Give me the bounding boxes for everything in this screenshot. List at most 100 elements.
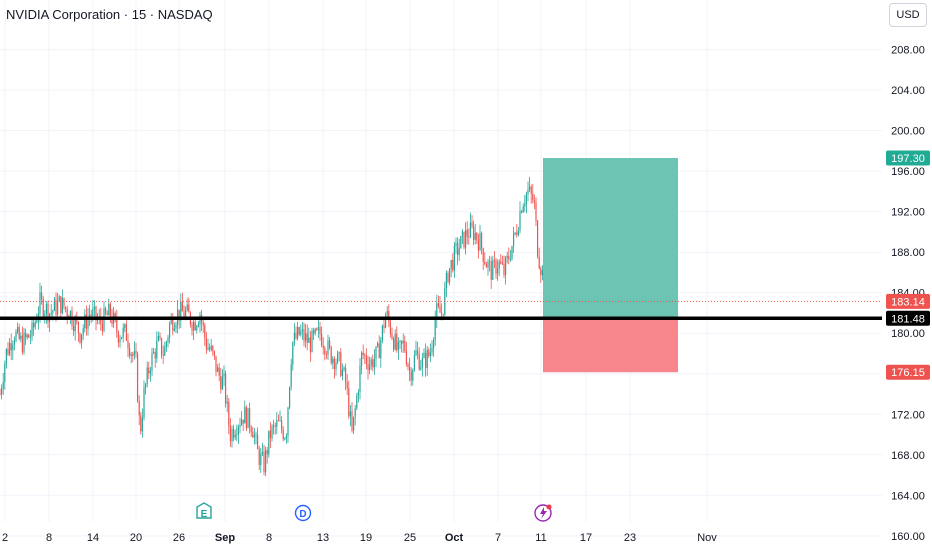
candle-body — [1, 388, 3, 395]
candle — [79, 332, 81, 345]
candle-body — [373, 358, 375, 368]
dividend-label: D — [299, 509, 306, 520]
candle-body — [194, 321, 196, 331]
candle — [146, 361, 148, 388]
candle-body — [527, 189, 529, 194]
candle-body — [133, 350, 135, 356]
candle — [242, 419, 244, 432]
candle-body — [111, 316, 113, 325]
candle — [218, 362, 220, 382]
candle-body — [236, 434, 238, 436]
candle-body — [31, 323, 33, 337]
candle — [175, 321, 177, 333]
candle — [2, 372, 4, 395]
candle — [183, 305, 185, 318]
candle — [137, 351, 139, 403]
candle-body — [250, 427, 252, 432]
candle-body — [76, 318, 78, 322]
candle-body — [436, 303, 438, 319]
candle-body — [540, 268, 542, 276]
candle — [477, 233, 479, 259]
candle-body — [242, 419, 244, 424]
symbol-title[interactable]: NVIDIA Corporation · 15 · NASDAQ — [6, 7, 213, 22]
candle-body — [186, 304, 188, 311]
candle — [351, 402, 353, 433]
candle-body — [340, 352, 342, 376]
candle — [412, 368, 414, 386]
candle-body — [85, 314, 87, 329]
candle — [386, 306, 388, 318]
candle-body — [212, 345, 214, 352]
candle — [522, 203, 524, 213]
candle-body — [73, 325, 75, 332]
candle — [57, 292, 59, 317]
candle-body — [292, 342, 294, 365]
candle — [271, 424, 273, 442]
earnings-marker: E — [196, 502, 212, 520]
candle-body — [481, 233, 483, 249]
candle — [490, 256, 492, 289]
candle — [471, 215, 473, 229]
candle — [167, 335, 169, 348]
candle — [249, 402, 251, 434]
candle — [292, 341, 294, 371]
currency-button[interactable]: USD — [889, 3, 927, 27]
candle-body — [325, 354, 327, 355]
candle-body — [137, 353, 139, 402]
candle — [410, 367, 412, 387]
candle-body — [357, 391, 359, 396]
candle — [293, 323, 295, 347]
candle — [509, 249, 511, 262]
candle-body — [473, 226, 475, 240]
candle — [197, 320, 199, 328]
candle-body — [447, 272, 449, 283]
candle — [357, 388, 359, 403]
candle — [375, 346, 377, 368]
candle — [33, 318, 35, 336]
candle — [338, 351, 340, 362]
x-tick-label: 11 — [535, 532, 546, 544]
candle — [346, 374, 348, 396]
candle-body — [410, 371, 412, 381]
candle-body — [461, 231, 463, 237]
candle — [215, 355, 217, 377]
candle-body — [265, 450, 267, 473]
candle-body — [266, 450, 268, 455]
candle — [61, 289, 63, 315]
candle-body — [55, 299, 57, 315]
candle — [269, 422, 271, 449]
candle — [165, 340, 167, 352]
candle — [20, 332, 22, 343]
candle-body — [39, 292, 41, 315]
candle — [421, 352, 423, 377]
candle — [524, 195, 526, 212]
candle — [428, 347, 430, 359]
y-tick-label: 208.00 — [891, 45, 925, 57]
candle-body — [492, 260, 494, 280]
candle — [138, 395, 140, 426]
candle-body — [313, 330, 315, 334]
candle-body — [101, 323, 103, 331]
candle — [117, 330, 119, 348]
candle — [306, 324, 308, 351]
candle — [231, 425, 233, 448]
candle-body — [449, 268, 451, 283]
candle-body — [154, 352, 156, 359]
candle-body — [18, 326, 20, 339]
candle — [359, 357, 361, 400]
candle — [266, 447, 268, 464]
candle-body — [9, 343, 11, 355]
candle — [373, 349, 375, 375]
candle-body — [25, 332, 27, 338]
candle-body — [295, 332, 297, 339]
candle — [23, 328, 25, 355]
candle-body — [69, 311, 71, 320]
candle — [455, 237, 457, 255]
candle — [121, 336, 123, 340]
candle — [407, 362, 409, 371]
candle — [12, 340, 14, 361]
candle-body — [268, 430, 270, 455]
candle-body — [42, 298, 44, 317]
